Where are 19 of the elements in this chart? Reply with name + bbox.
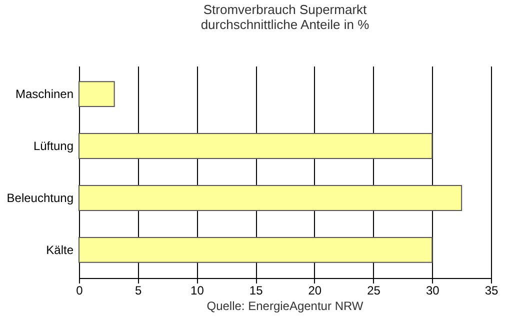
x-tick-label: 35 <box>484 284 498 298</box>
y-tick-label: Kälte <box>46 242 74 257</box>
chart-title: Stromverbrauch Supermarkt <box>203 2 368 17</box>
x-tick-label: 20 <box>308 284 322 298</box>
x-tick-label: 25 <box>367 284 381 298</box>
bar <box>78 185 462 211</box>
bar <box>78 81 115 108</box>
x-tick-label: 0 <box>76 284 84 298</box>
bar <box>78 236 433 263</box>
chart-subtitle: durchschnittliche Anteile in % <box>200 17 370 32</box>
x-tick-label: 10 <box>190 284 204 298</box>
x-tick-label: 5 <box>135 284 142 298</box>
y-tick-label: Maschinen <box>15 87 74 102</box>
x-tick-label: 30 <box>426 284 440 298</box>
x-tick-label: 15 <box>249 284 264 298</box>
bar <box>78 133 433 159</box>
y-tick-label: Lüftung <box>33 139 74 154</box>
source-note: Quelle: EnergieAgentur NRW <box>206 299 364 313</box>
y-tick-label: Beleuchtung <box>6 190 74 205</box>
